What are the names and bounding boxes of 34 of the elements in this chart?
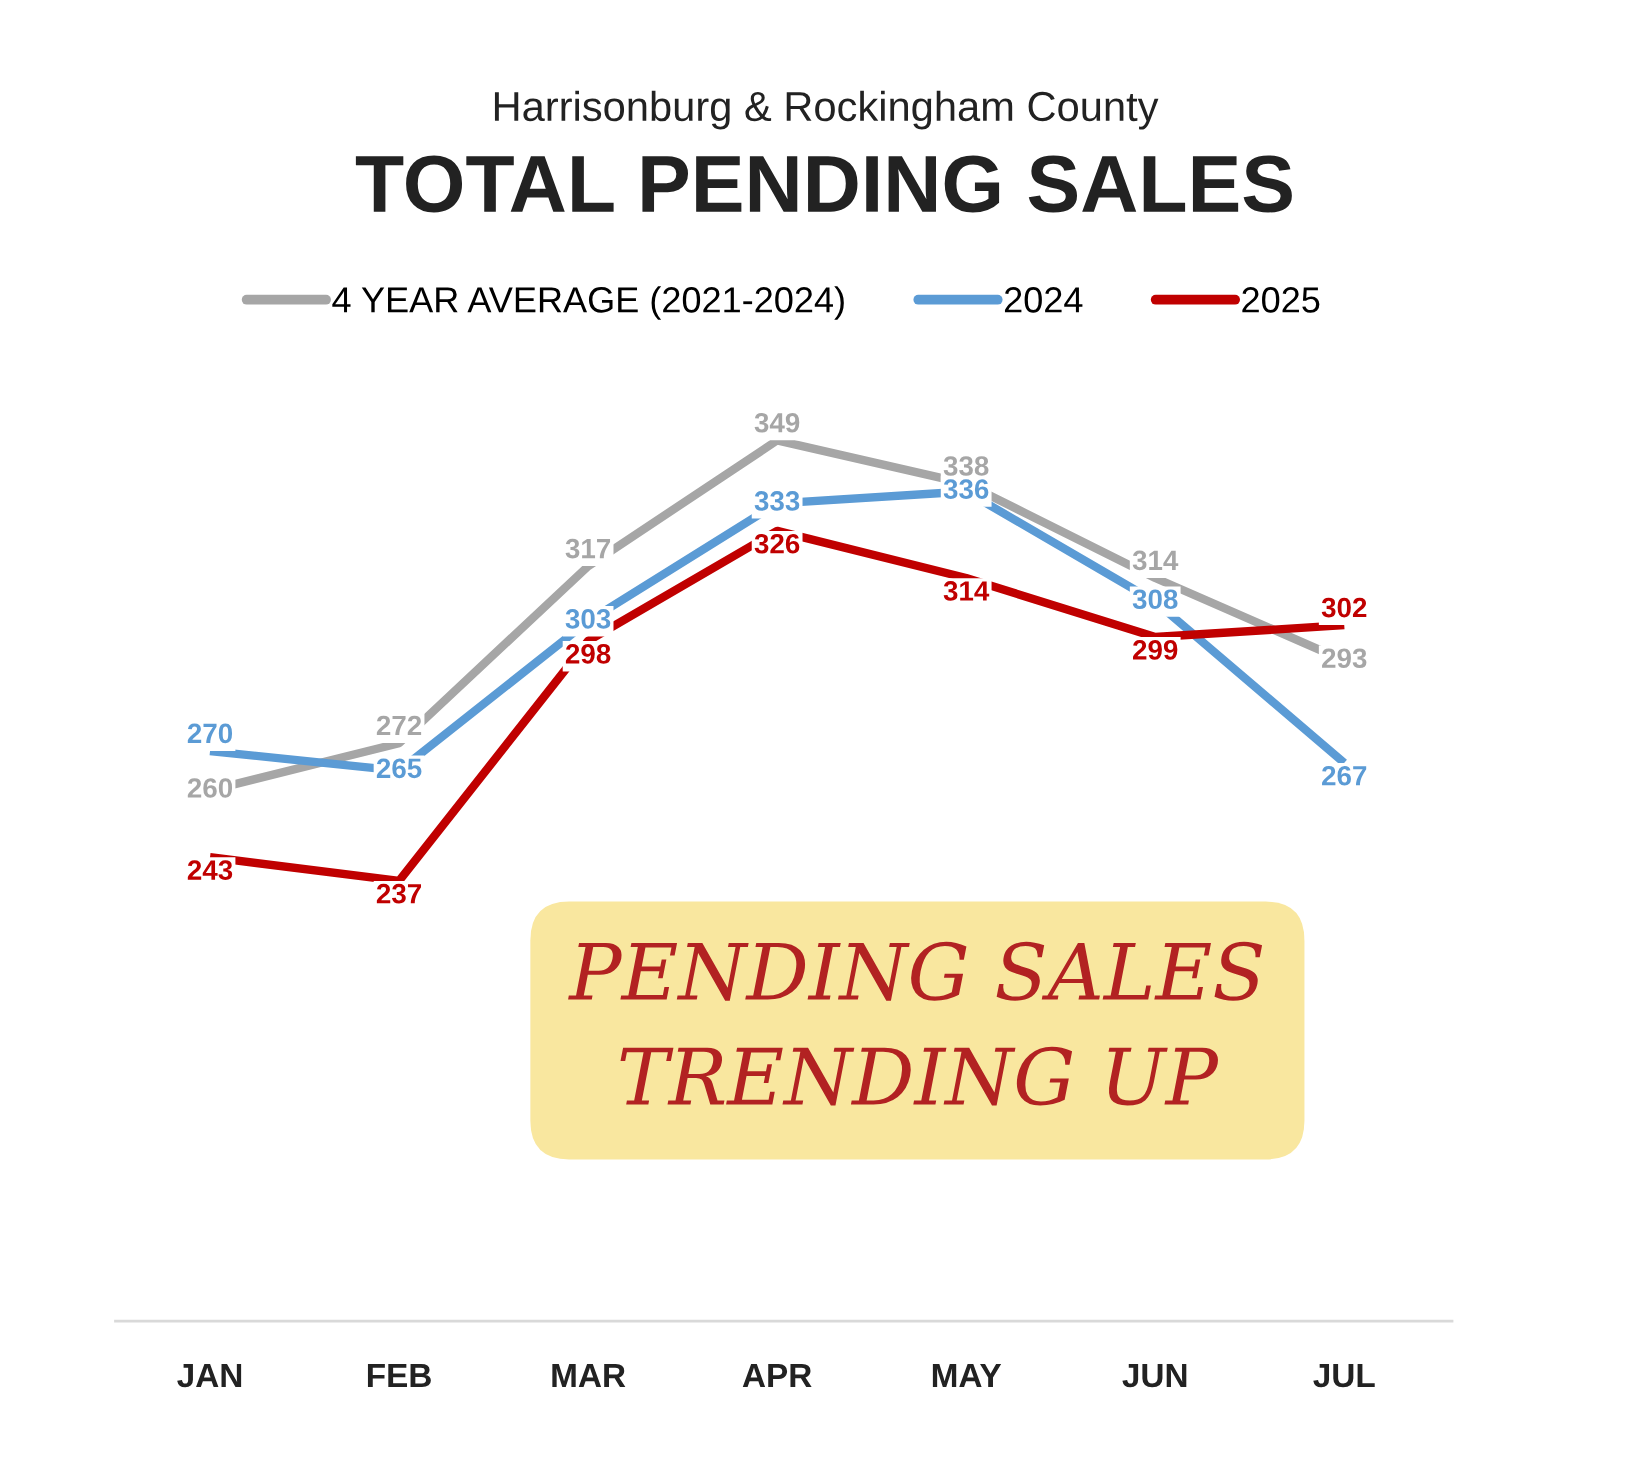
data-label: 272 <box>376 715 422 736</box>
data-label: 333 <box>754 491 800 511</box>
data-label: 303 <box>565 609 611 629</box>
x-tick-label: JUN <box>1122 1364 1187 1388</box>
data-label: 308 <box>1132 589 1178 610</box>
legend-label: 2025 <box>1242 287 1320 313</box>
data-label: 237 <box>376 883 422 904</box>
data-label: 302 <box>1321 597 1367 618</box>
data-label: 349 <box>754 412 800 433</box>
legend-label: 4 YEAR AVERAGE (2021-2024) <box>332 286 844 320</box>
data-label: 267 <box>1322 765 1367 786</box>
text: PENDING SALES TRENDING UP <box>568 941 1263 1106</box>
data-label: 299 <box>1133 640 1178 660</box>
x-tick-label: JAN <box>177 1364 242 1388</box>
data-label: 293 <box>1322 648 1367 669</box>
chart-subtitle: Harrisonburg & Rockingham County <box>494 90 1159 130</box>
legend-label: 2024 <box>1004 287 1083 313</box>
data-label: 298 <box>565 644 611 664</box>
x-tick-label: APR <box>742 1364 812 1388</box>
data-label: 326 <box>754 533 800 554</box>
data-label: 265 <box>376 758 422 779</box>
data-label: 270 <box>187 723 233 744</box>
data-label: 243 <box>187 860 233 880</box>
data-label: 314 <box>943 581 990 601</box>
data-label: 317 <box>565 538 611 559</box>
data-label: 338 <box>943 456 989 476</box>
chart-title: TOTAL PENDING SALES <box>355 155 1292 213</box>
x-tick-label: JUL <box>1313 1364 1375 1388</box>
data-label: 314 <box>1132 550 1179 571</box>
x-tick-label: FEB <box>367 1364 431 1388</box>
data-label: 260 <box>187 778 233 798</box>
x-tick-label: MAR <box>552 1364 626 1388</box>
x-tick-label: MAY <box>932 1364 1002 1388</box>
data-label: 336 <box>943 479 989 500</box>
